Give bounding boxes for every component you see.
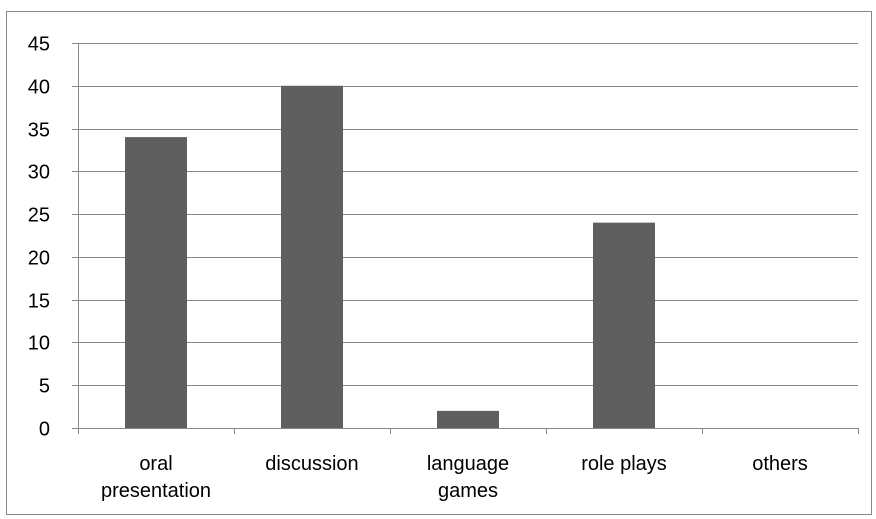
x-category-label-line: presentation: [101, 480, 211, 502]
bar: [593, 222, 655, 428]
x-category-label: others: [752, 453, 808, 475]
y-tick-label: 45: [28, 34, 50, 56]
y-tick-label: 30: [28, 162, 50, 184]
y-tick-label: 10: [28, 333, 50, 355]
y-axis-tick-labels: 0 5 10 15 20 25 30 35 40 45: [28, 34, 78, 441]
y-tick-label: 5: [39, 376, 50, 398]
bar: [281, 85, 343, 429]
gridlines: [78, 43, 858, 386]
x-category-label-line: language: [427, 453, 509, 475]
x-axis-category-labels: oral presentation discussion language games r…: [101, 453, 808, 502]
x-category-label-line: discussion: [265, 453, 358, 475]
x-category-label-line: others: [752, 453, 808, 475]
y-tick-label: 35: [28, 120, 50, 142]
axes: [78, 43, 859, 434]
x-category-label-line: games: [438, 480, 498, 502]
x-category-label: role plays: [581, 453, 667, 475]
bar: [437, 410, 499, 428]
bars: [125, 85, 655, 429]
x-category-label: oral presentation: [101, 453, 211, 502]
x-category-label: language games: [427, 453, 509, 502]
y-tick-label: 0: [39, 419, 50, 441]
y-tick-label: 40: [28, 77, 50, 99]
x-category-label: discussion: [265, 453, 358, 475]
y-tick-label: 25: [28, 205, 50, 227]
y-tick-label: 20: [28, 248, 50, 270]
y-tick-label: 15: [28, 291, 50, 313]
bar: [125, 137, 187, 428]
x-category-label-line: role plays: [581, 453, 667, 475]
x-category-label-line: oral: [139, 453, 172, 475]
